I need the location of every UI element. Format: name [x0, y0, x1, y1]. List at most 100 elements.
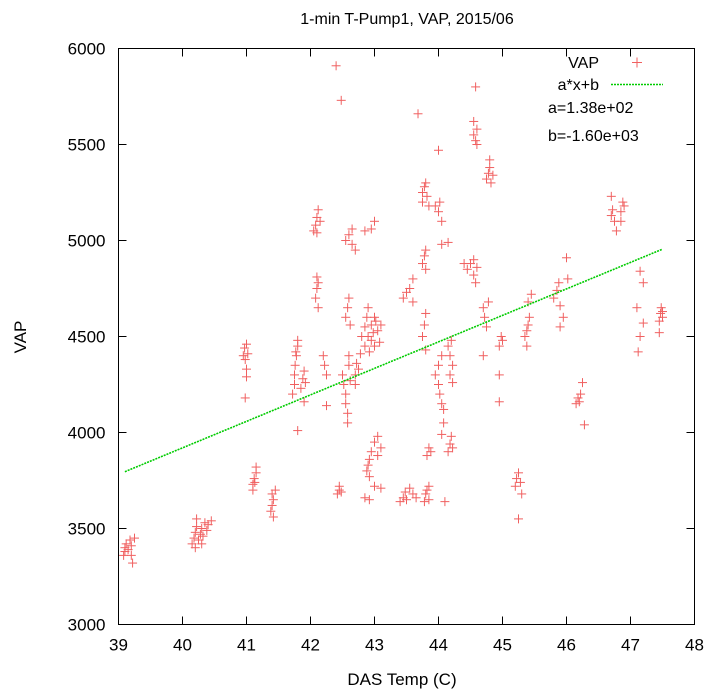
data-point — [563, 274, 573, 284]
data-point — [552, 285, 562, 295]
data-point — [418, 197, 427, 207]
data-point — [344, 360, 354, 370]
data-point — [192, 522, 202, 532]
data-point — [190, 543, 200, 553]
data-point — [299, 366, 309, 376]
data-point — [350, 245, 360, 255]
data-point — [368, 328, 378, 338]
x-tick-label: 42 — [301, 636, 320, 655]
data-point — [268, 512, 278, 522]
data-point — [405, 284, 415, 293]
data-point — [370, 481, 379, 491]
data-point — [522, 341, 532, 351]
data-point — [483, 297, 493, 307]
data-point — [290, 380, 299, 389]
data-point — [360, 493, 370, 503]
data-point — [469, 116, 479, 126]
data-point — [418, 188, 427, 197]
data-point — [288, 389, 298, 399]
data-point — [242, 339, 251, 349]
data-point — [362, 312, 372, 322]
data-point — [376, 483, 386, 493]
data-point — [290, 370, 299, 380]
data-point — [240, 343, 250, 353]
x-axis-label: DAS Temp (C) — [347, 670, 456, 689]
data-point — [486, 178, 496, 188]
data-point — [421, 264, 431, 274]
data-point — [611, 226, 621, 236]
x-tick-label: 39 — [109, 636, 128, 655]
data-point — [616, 216, 626, 226]
data-point — [426, 447, 436, 457]
data-point — [251, 462, 261, 472]
data-point — [364, 495, 374, 505]
y-tick-label: 5000 — [68, 232, 106, 251]
x-tick-label: 41 — [237, 636, 256, 655]
data-point — [430, 201, 440, 211]
data-point — [488, 170, 498, 180]
data-point — [332, 489, 342, 499]
data-point — [635, 332, 645, 341]
data-point — [119, 550, 129, 560]
data-point — [638, 278, 648, 288]
data-point — [435, 197, 445, 207]
x-tick-label: 47 — [621, 636, 640, 655]
data-point — [418, 332, 427, 341]
data-point — [635, 266, 645, 276]
annotation-a: a=1.38e+02 — [548, 100, 634, 117]
data-point — [366, 447, 376, 457]
data-point — [638, 318, 648, 328]
data-point — [347, 224, 357, 234]
data-point — [360, 226, 370, 236]
legend-label-fit: a*x+b — [558, 77, 599, 94]
data-point — [341, 389, 351, 399]
data-point — [322, 401, 331, 411]
data-point — [658, 307, 667, 317]
data-point — [347, 239, 357, 249]
data-point — [514, 468, 523, 478]
data-point — [443, 237, 453, 247]
data-point — [355, 349, 365, 359]
data-point — [373, 451, 383, 461]
data-point — [437, 429, 447, 439]
data-point — [370, 216, 379, 226]
data-point — [443, 341, 453, 351]
data-point — [344, 351, 354, 361]
data-point — [520, 332, 530, 341]
data-point — [437, 399, 447, 409]
chart-title: 1-min T-Pump1, VAP, 2015/06 — [300, 11, 514, 28]
data-point — [434, 145, 443, 155]
data-point — [266, 506, 276, 516]
data-point — [656, 303, 666, 313]
data-point — [579, 420, 589, 430]
data-point — [471, 278, 481, 288]
data-point — [126, 550, 136, 560]
x-tick-label: 46 — [557, 636, 576, 655]
data-point — [422, 451, 432, 461]
data-point — [370, 437, 379, 447]
data-point — [549, 293, 559, 303]
data-point — [517, 489, 527, 499]
y-tick-label: 3000 — [68, 616, 106, 635]
data-point — [350, 380, 360, 389]
y-tick-label: 4000 — [68, 424, 106, 443]
data-point — [370, 341, 379, 351]
annotation-b: b=-1.60e+03 — [548, 128, 639, 145]
data-point — [424, 495, 434, 505]
data-point — [343, 418, 353, 428]
data-point — [363, 303, 373, 313]
data-point — [421, 178, 431, 188]
data-point — [371, 316, 381, 326]
data-point — [558, 312, 568, 322]
data-point — [343, 303, 353, 313]
data-point — [126, 541, 136, 551]
data-point — [343, 408, 353, 418]
data-point — [338, 370, 347, 380]
data-point — [270, 485, 280, 495]
data-point — [298, 374, 308, 384]
data-point — [366, 224, 376, 234]
data-point — [313, 303, 323, 313]
data-point — [555, 322, 565, 332]
data-point — [243, 349, 253, 359]
data-point — [408, 297, 418, 307]
